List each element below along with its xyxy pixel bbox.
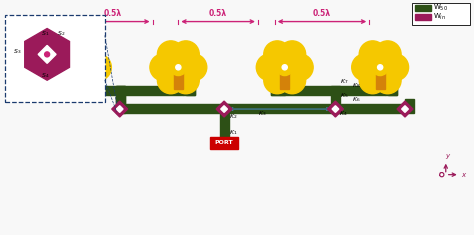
- Bar: [336, 104, 405, 113]
- Bar: [174, 67, 183, 89]
- Bar: [183, 86, 195, 95]
- Text: S$_3$: S$_3$: [13, 47, 21, 56]
- Circle shape: [359, 67, 386, 94]
- Bar: [69, 86, 83, 95]
- Circle shape: [45, 52, 50, 57]
- Circle shape: [80, 65, 85, 70]
- Circle shape: [374, 41, 401, 68]
- Bar: [210, 137, 238, 149]
- Bar: [376, 86, 384, 89]
- Polygon shape: [328, 101, 343, 117]
- Text: 0.5λ: 0.5λ: [209, 9, 227, 18]
- Circle shape: [276, 59, 293, 76]
- Text: PORT: PORT: [215, 140, 233, 145]
- Polygon shape: [112, 101, 128, 117]
- Bar: [388, 81, 397, 95]
- Bar: [280, 86, 385, 95]
- Circle shape: [74, 59, 91, 76]
- Bar: [116, 86, 125, 104]
- Circle shape: [352, 54, 379, 81]
- Text: W$_{in}$: W$_{in}$: [433, 12, 446, 22]
- Bar: [280, 86, 289, 89]
- Text: K$_4$: K$_4$: [339, 109, 348, 118]
- FancyBboxPatch shape: [412, 3, 470, 24]
- Polygon shape: [397, 101, 413, 117]
- Polygon shape: [332, 106, 339, 112]
- Text: y: y: [445, 153, 449, 159]
- Circle shape: [256, 54, 283, 81]
- Circle shape: [359, 41, 386, 68]
- Bar: [220, 104, 229, 137]
- Polygon shape: [34, 41, 60, 67]
- Bar: [415, 14, 431, 20]
- Circle shape: [173, 67, 199, 94]
- Circle shape: [84, 54, 111, 81]
- Circle shape: [372, 59, 388, 76]
- Bar: [186, 81, 195, 95]
- Circle shape: [374, 67, 401, 94]
- Circle shape: [77, 67, 104, 94]
- Text: W$_{50}$: W$_{50}$: [433, 3, 448, 13]
- Text: K$_1$: K$_1$: [229, 128, 237, 137]
- Circle shape: [176, 65, 181, 70]
- Circle shape: [440, 173, 444, 177]
- Circle shape: [157, 67, 184, 94]
- Bar: [116, 86, 125, 113]
- Bar: [415, 5, 431, 11]
- Bar: [78, 67, 87, 89]
- Bar: [271, 81, 280, 95]
- Text: K$_5$: K$_5$: [340, 91, 349, 100]
- Circle shape: [150, 54, 177, 81]
- Text: S$_1$: S$_1$: [41, 29, 49, 38]
- Polygon shape: [216, 101, 232, 117]
- Text: S$_4$: S$_4$: [41, 71, 49, 80]
- Bar: [385, 86, 397, 95]
- Circle shape: [264, 41, 291, 68]
- Text: z: z: [438, 171, 441, 177]
- Bar: [376, 67, 384, 89]
- Polygon shape: [25, 28, 70, 80]
- Polygon shape: [116, 106, 123, 112]
- Text: K$_2$: K$_2$: [229, 112, 237, 121]
- Circle shape: [55, 54, 82, 81]
- Circle shape: [286, 54, 313, 81]
- Polygon shape: [221, 106, 228, 112]
- Text: K$_3$: K$_3$: [258, 109, 266, 118]
- Circle shape: [62, 41, 89, 68]
- Circle shape: [157, 41, 184, 68]
- Text: K$_6$: K$_6$: [352, 95, 361, 104]
- Bar: [78, 86, 183, 95]
- Bar: [120, 104, 336, 113]
- Bar: [405, 99, 414, 113]
- Bar: [271, 86, 285, 95]
- Text: 0.5λ: 0.5λ: [104, 9, 122, 18]
- Polygon shape: [401, 106, 408, 112]
- Bar: [331, 86, 340, 113]
- Circle shape: [173, 41, 199, 68]
- Circle shape: [282, 65, 287, 70]
- Circle shape: [264, 67, 291, 94]
- Bar: [69, 81, 78, 95]
- Circle shape: [77, 41, 104, 68]
- Circle shape: [180, 54, 207, 81]
- Bar: [174, 86, 183, 89]
- Polygon shape: [38, 45, 56, 63]
- Circle shape: [279, 41, 306, 68]
- Bar: [280, 67, 289, 89]
- Circle shape: [279, 67, 306, 94]
- Text: x: x: [462, 172, 466, 178]
- Circle shape: [441, 174, 443, 176]
- Circle shape: [62, 67, 89, 94]
- Text: K$_7$: K$_7$: [340, 77, 349, 86]
- Text: 0.5λ: 0.5λ: [313, 9, 331, 18]
- Text: K$_8$: K$_8$: [352, 81, 361, 90]
- Circle shape: [170, 59, 187, 76]
- Circle shape: [378, 65, 383, 70]
- Bar: [78, 86, 87, 89]
- Circle shape: [382, 54, 409, 81]
- FancyBboxPatch shape: [5, 15, 105, 102]
- Text: S$_2$: S$_2$: [57, 29, 65, 38]
